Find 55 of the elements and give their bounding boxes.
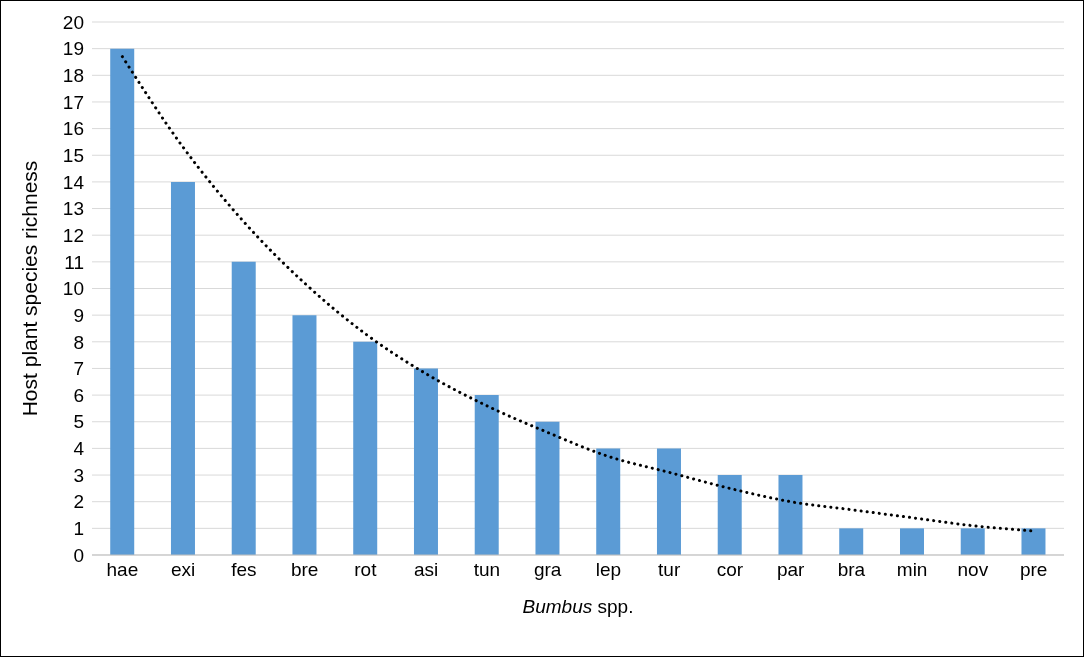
y-tick-label: 19 <box>62 38 84 60</box>
bar <box>778 475 803 555</box>
bar <box>1021 528 1046 555</box>
y-tick-label: 1 <box>73 518 84 540</box>
bar <box>899 528 924 555</box>
y-tick-label: 5 <box>73 411 84 433</box>
bar <box>474 395 499 555</box>
y-tick-label: 11 <box>64 251 84 273</box>
x-tick-label: cor <box>716 559 744 581</box>
y-tick-label: 10 <box>62 278 84 300</box>
x-tick-label: asi <box>413 559 439 581</box>
y-tick-label: 0 <box>73 544 84 566</box>
bar <box>231 261 256 555</box>
bar <box>413 368 438 555</box>
y-tick-label: 7 <box>73 358 84 380</box>
bar <box>960 528 985 555</box>
y-axis-title: Host plant species richness <box>18 160 42 417</box>
x-tick-label: gra <box>533 559 562 581</box>
x-tick-label: tun <box>473 559 501 581</box>
y-tick-label: 14 <box>62 171 85 193</box>
y-tick-label: 18 <box>62 65 84 87</box>
x-tick-label: par <box>776 559 806 581</box>
y-tick-label: 17 <box>62 91 84 113</box>
x-tick-label: tur <box>658 559 681 581</box>
y-tick-label: 2 <box>73 491 84 513</box>
y-tick-label: 4 <box>73 438 85 460</box>
bar <box>292 315 317 555</box>
y-tick-label: 9 <box>73 304 84 326</box>
y-tick-label: 6 <box>73 384 84 406</box>
y-tick-label: 16 <box>62 118 84 140</box>
x-tick-label: lep <box>595 559 622 581</box>
bar <box>596 448 621 555</box>
y-tick-label: 8 <box>73 331 84 353</box>
x-tick-label: hae <box>106 559 139 581</box>
x-tick-label: exi <box>170 559 196 581</box>
bar <box>535 421 560 555</box>
y-tick-label: 20 <box>62 11 84 33</box>
x-tick-label: nov <box>957 559 989 581</box>
x-tick-label: pre <box>1019 559 1048 581</box>
x-tick-label: bre <box>290 559 319 581</box>
bar <box>656 448 681 555</box>
y-tick-label: 3 <box>73 464 84 486</box>
x-axis-title: Bumbus spp. <box>522 596 634 617</box>
x-tick-label: fes <box>231 559 257 581</box>
bar <box>110 48 135 555</box>
bar <box>717 475 742 555</box>
x-tick-label: rot <box>354 559 378 581</box>
x-tick-label: bra <box>837 559 866 581</box>
y-tick-label: 12 <box>62 224 84 246</box>
bar <box>839 528 864 555</box>
y-tick-label: 15 <box>62 144 84 166</box>
y-tick-label: 13 <box>62 198 84 220</box>
bar <box>353 341 378 555</box>
x-tick-label: min <box>896 559 928 581</box>
bar <box>170 181 195 555</box>
